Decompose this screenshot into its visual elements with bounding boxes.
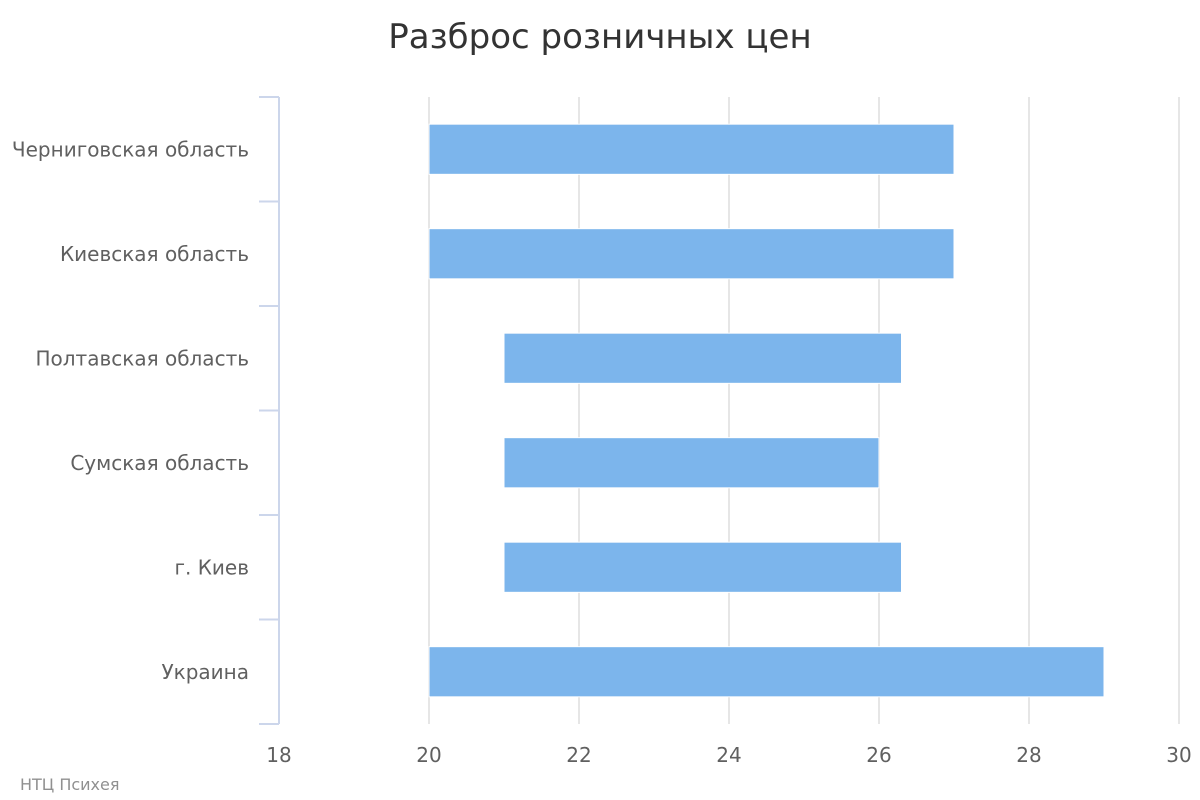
category-label: г. Киев bbox=[174, 555, 249, 579]
grid-layer bbox=[428, 97, 1180, 724]
x-tick-label: 28 bbox=[1016, 743, 1041, 767]
category-label: Полтавская область bbox=[35, 346, 249, 370]
category-label: Киевская область bbox=[60, 242, 249, 266]
category-label: Украина bbox=[161, 660, 249, 684]
range-bar[interactable] bbox=[428, 646, 1105, 698]
x-tick-label: 18 bbox=[266, 743, 291, 767]
axis-layer bbox=[259, 96, 280, 725]
range-bar[interactable] bbox=[428, 228, 955, 280]
x-tick-label: 22 bbox=[566, 743, 591, 767]
range-bar[interactable] bbox=[503, 541, 902, 593]
range-bar[interactable] bbox=[503, 437, 880, 489]
label-layer: 18 20 22 24 26 28 30 Черниговская область Киевск… bbox=[12, 137, 1192, 767]
chart-title: Разброс розничных цен bbox=[388, 17, 811, 57]
category-label: Черниговская область bbox=[12, 137, 249, 161]
x-tick-label: 24 bbox=[716, 743, 741, 767]
range-bar[interactable] bbox=[428, 123, 955, 175]
range-bar[interactable] bbox=[503, 332, 902, 384]
x-tick-label: 20 bbox=[416, 743, 441, 767]
x-tick-label: 30 bbox=[1166, 743, 1191, 767]
category-label: Сумская область bbox=[70, 451, 249, 475]
bar-layer bbox=[428, 123, 1105, 698]
credits-text[interactable]: НТЦ Психея bbox=[20, 775, 119, 794]
x-tick-label: 26 bbox=[866, 743, 891, 767]
